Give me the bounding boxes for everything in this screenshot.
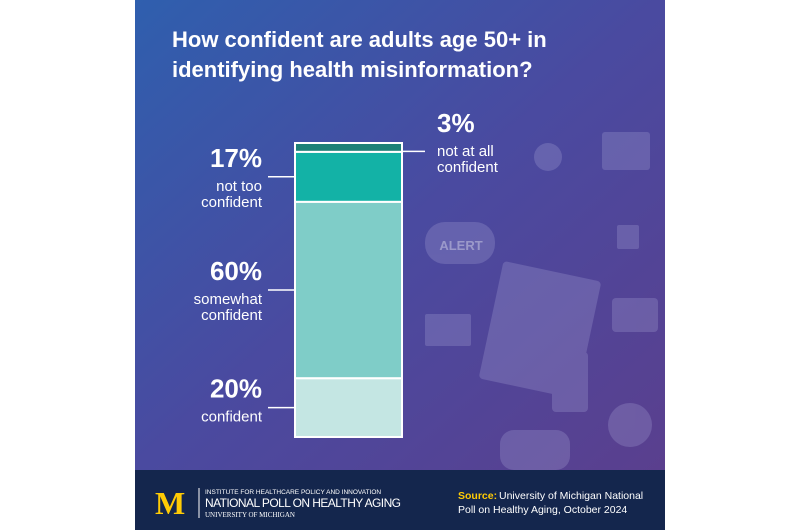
envelope-icon: [602, 132, 650, 170]
poll-name: NATIONAL POLL ON HEALTHY AGING: [205, 496, 401, 510]
stacked-column: 20% confident 60% somewhat confident 17% not t…: [194, 108, 499, 439]
category-label: somewhat confident: [194, 291, 263, 324]
footer: [135, 470, 665, 530]
mask-icon: [500, 430, 570, 470]
segment: [294, 377, 403, 439]
category-label: not at all confident: [437, 143, 499, 176]
chart-title: How confident are adults age 50+ in ident…: [172, 27, 547, 82]
category-label: not too confident: [201, 178, 263, 211]
envelope-icon: [425, 314, 471, 346]
alert-bubble: [425, 222, 495, 264]
decor-icons: [425, 132, 658, 470]
value-label: 17%: [210, 143, 262, 173]
chat-icon: [612, 298, 658, 332]
source-text: University of Michigan National Poll on H…: [458, 490, 643, 516]
alert-text: ALERT: [439, 238, 482, 253]
value-label: 60%: [210, 256, 262, 286]
value-label: 3%: [437, 108, 475, 138]
pill-bottle-icon: [552, 352, 588, 412]
segment: [294, 150, 403, 203]
document-icon: [479, 261, 601, 399]
virus-icon: [534, 143, 562, 171]
plus-icon: [608, 403, 652, 447]
segment: [294, 142, 403, 153]
segment: [294, 200, 403, 380]
logo: M: [155, 485, 185, 521]
category-label: confident: [201, 409, 263, 426]
university: UNIVERSITY OF MICHIGAN: [205, 511, 295, 519]
value-label: 20%: [210, 374, 262, 404]
source-label: Source:: [458, 490, 497, 502]
institute: INSTITUTE FOR HEALTHCARE POLICY AND INNO…: [205, 489, 381, 496]
chart-icon: [617, 225, 639, 249]
